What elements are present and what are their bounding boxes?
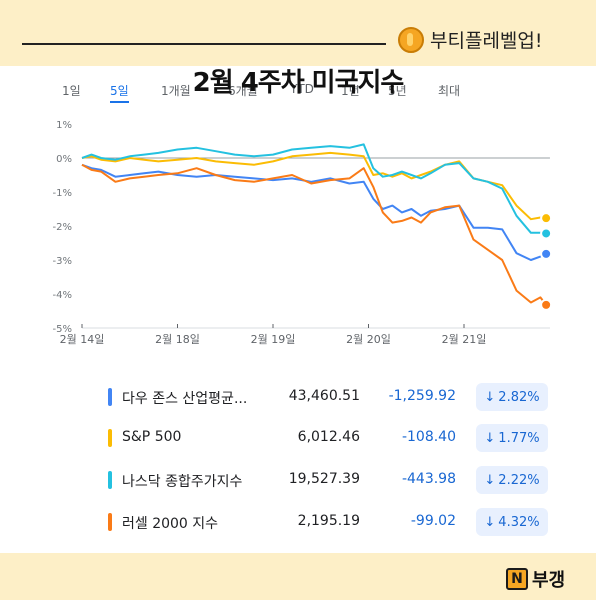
series-end-dot	[540, 212, 553, 225]
ticker-percent-badge: ↓ 2.82%	[476, 383, 548, 411]
y-tick-label: -3%	[53, 256, 72, 267]
tab-ytd[interactable]: YTD	[290, 82, 314, 96]
tab-1d[interactable]: 1일	[62, 84, 81, 98]
tab-1m[interactable]: 1개월	[161, 84, 191, 98]
brand-name: 부티플레벨업!	[430, 30, 543, 52]
ticker-percent-badge: ↓ 4.32%	[476, 508, 548, 536]
x-tick-label: 2월 19일	[251, 332, 296, 346]
series-line	[81, 151, 547, 221]
footer-band	[0, 553, 596, 600]
y-tick-label: 0%	[56, 154, 72, 165]
series-color-bar	[108, 429, 112, 447]
logo-n-icon: N	[506, 568, 528, 590]
ticker-price: 2,195.19	[297, 513, 360, 529]
series-color-bar	[108, 513, 112, 531]
ticker-percent-badge: ↓ 1.77%	[476, 424, 548, 452]
logo-text: 부갱	[532, 570, 566, 591]
ticker-change: -443.98	[401, 471, 456, 487]
footer-logo: N 부갱	[506, 566, 565, 592]
header-divider	[22, 43, 386, 45]
tab-5y[interactable]: 5년	[388, 84, 407, 98]
ticker-name: S&P 500	[122, 429, 182, 445]
series-color-bar	[108, 388, 112, 406]
ticker-change: -1,259.92	[388, 388, 456, 404]
line-chart: 1% 0% -1% -2% -3% -4% -5%2월 14일 2월 18일 2월 19일 2월 …	[53, 120, 553, 346]
series-end-dot	[540, 247, 553, 260]
y-tick-label: -4%	[53, 290, 72, 301]
y-tick-label: 1%	[56, 120, 72, 131]
y-tick-label: -5%	[53, 324, 72, 335]
tab-max[interactable]: 최대	[438, 84, 461, 98]
x-tick-label: 2월 20일	[346, 332, 391, 346]
ticker-change: -99.02	[410, 513, 456, 529]
ticker-price: 19,527.39	[288, 471, 360, 487]
x-tick-label: 2월 14일	[60, 332, 105, 346]
arrow-down-icon: ↓	[484, 430, 496, 446]
series-end-dot	[540, 227, 553, 240]
ticker-price: 43,460.51	[288, 388, 360, 404]
ticker-percent: 2.82%	[498, 389, 540, 405]
arrow-down-icon: ↓	[484, 514, 496, 530]
x-tick-label: 2월 21일	[442, 332, 487, 346]
tab-5d[interactable]: 5일	[110, 82, 129, 103]
ticker-percent: 2.22%	[498, 472, 540, 488]
ticker-name: 다우 존스 산업평균...	[122, 391, 248, 407]
ticker-percent-badge: ↓ 2.22%	[476, 466, 548, 494]
series-line	[81, 163, 547, 306]
ticker-change: -108.40	[401, 429, 456, 445]
tab-6m[interactable]: 6개월	[228, 84, 258, 98]
ticker-row-russell[interactable]: 러셀 2000 지수 2,195.19 -99.02 ↓ 4.32%	[108, 508, 548, 540]
series-end-dot	[540, 298, 553, 311]
ticker-name: 나스닥 종합주가지수	[122, 474, 243, 490]
ticker-percent: 4.32%	[498, 514, 540, 530]
arrow-down-icon: ↓	[484, 389, 496, 405]
header-band	[0, 0, 596, 66]
series-line	[81, 143, 547, 235]
brand: 부티플레벨업!	[398, 26, 543, 53]
range-tabs: 1일 5일 1개월 6개월 YTD 1년 5년 최대	[58, 82, 478, 104]
y-tick-label: -2%	[53, 222, 72, 233]
series-color-bar	[108, 471, 112, 489]
ticker-percent: 1.77%	[498, 430, 540, 446]
ticker-row-nasdaq[interactable]: 나스닥 종합주가지수 19,527.39 -443.98 ↓ 2.22%	[108, 466, 548, 498]
tab-1y[interactable]: 1년	[341, 84, 360, 98]
ticker-row-sp500[interactable]: S&P 500 6,012.46 -108.40 ↓ 1.77%	[108, 424, 548, 456]
ticker-name: 러셀 2000 지수	[122, 516, 219, 532]
ticker-row-dow[interactable]: 다우 존스 산업평균... 43,460.51 -1,259.92 ↓ 2.82%	[108, 383, 548, 415]
coin-icon	[398, 26, 424, 53]
ticker-price: 6,012.46	[297, 429, 360, 445]
y-tick-label: -1%	[53, 188, 72, 199]
x-tick-label: 2월 18일	[155, 332, 200, 346]
page-title: 2월 4주차 미국지수	[192, 68, 405, 98]
series-line	[81, 163, 547, 261]
arrow-down-icon: ↓	[484, 472, 496, 488]
